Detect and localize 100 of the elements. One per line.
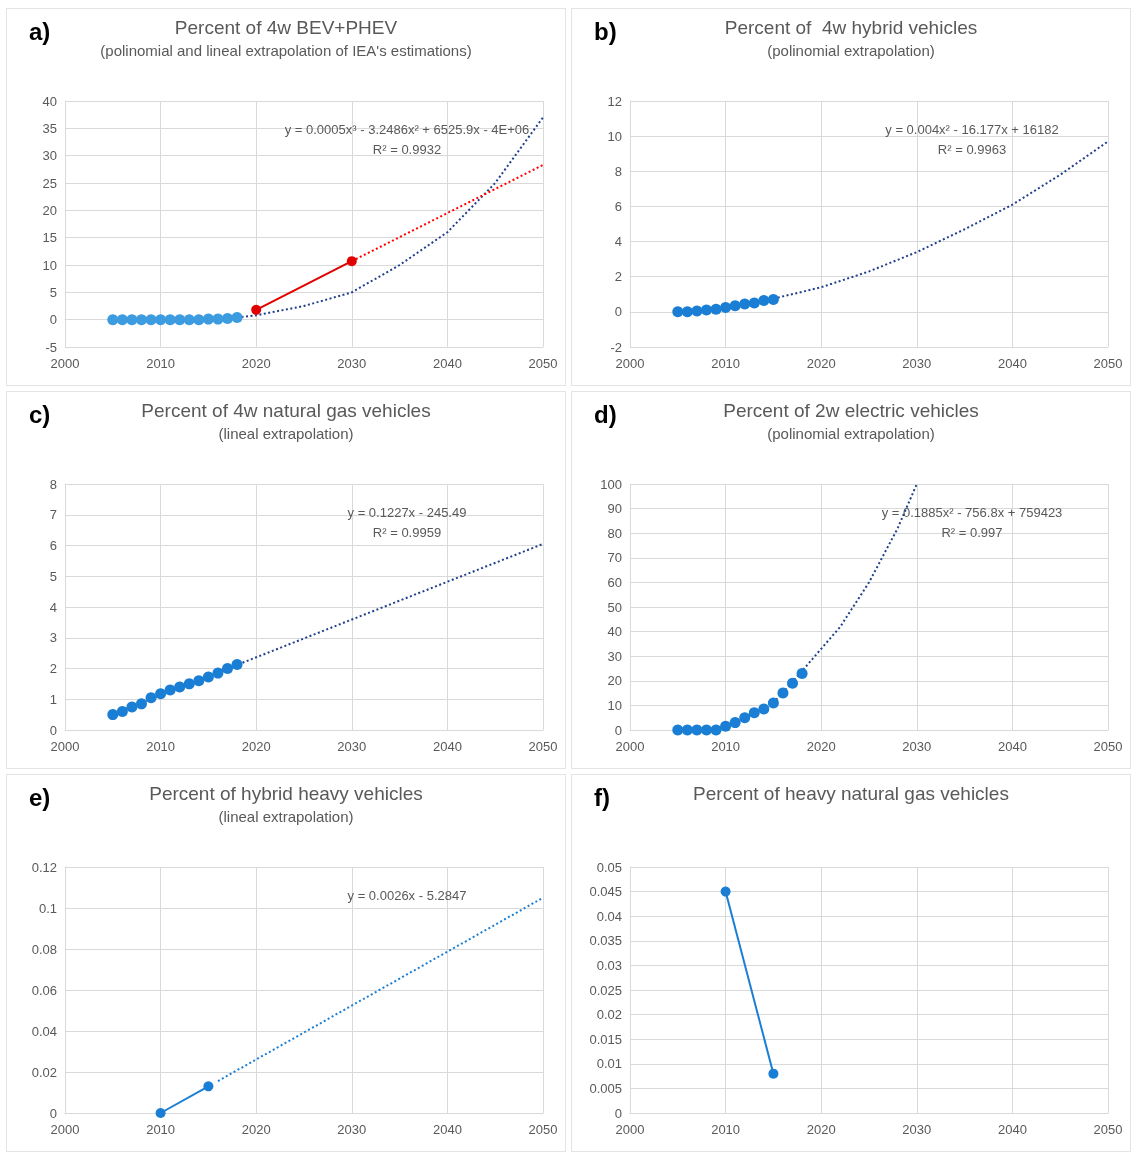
- y-tick-label: 10: [42, 257, 57, 273]
- point: [710, 724, 722, 736]
- chart-subtitle: (polinomial extrapolation): [767, 42, 935, 59]
- point: [174, 681, 186, 693]
- x-tick-label: 2030: [902, 356, 932, 371]
- point: [700, 304, 712, 316]
- annotation: y = 0.004x² - 16.177x + 16182: [885, 121, 1059, 137]
- y-tick-label: 0: [614, 304, 622, 320]
- y-tick-label: 2: [49, 661, 57, 676]
- y-tick-label: 8: [614, 163, 622, 179]
- point: [155, 688, 167, 700]
- y-tick-label: 3: [49, 630, 57, 646]
- annotation: R² = 0.9963: [937, 141, 1007, 157]
- chart-title: Percent of 2w electric vehicles: [723, 400, 979, 421]
- y-tick-label: 8: [49, 476, 57, 492]
- chart-title: Percent of 4w BEV+PHEV: [174, 17, 398, 38]
- point: [183, 678, 195, 690]
- chart-title: Percent of heavy natural gas vehicles: [693, 783, 1009, 804]
- point: [251, 304, 262, 315]
- text: d): [594, 400, 617, 428]
- x-tick-label: 2000: [615, 739, 645, 754]
- y-tick-label: 40: [607, 624, 622, 640]
- y-tick-label: 0: [49, 722, 57, 738]
- point: [720, 301, 732, 313]
- y-tick-label: 4: [49, 599, 57, 615]
- x-tick-label: 2030: [337, 739, 367, 754]
- point: [758, 703, 770, 715]
- y-tick-label: 0.015: [589, 1031, 622, 1047]
- x-tick-label: 2010: [711, 739, 741, 754]
- y-tick-label: 25: [42, 175, 57, 191]
- y-tick-label: 0.04: [596, 908, 622, 924]
- annotation: y = 0.1227x - 245.49: [347, 504, 467, 520]
- x-tick-label: 2040: [997, 1122, 1027, 1137]
- y-tick-label: 0.01: [596, 1056, 622, 1072]
- point: [155, 314, 167, 326]
- point: [193, 675, 205, 687]
- x-tick-label: 2040: [432, 356, 462, 371]
- x-tick-label: 2050: [528, 356, 558, 371]
- text: f): [594, 783, 610, 811]
- point: [767, 697, 779, 709]
- y-tick-label: 5: [49, 284, 57, 300]
- x-tick-label: 2040: [432, 739, 462, 754]
- y-tick-label: 0.005: [589, 1080, 622, 1096]
- x-tick-label: 2050: [1093, 1122, 1123, 1137]
- point: [116, 706, 128, 718]
- y-tick-label: 60: [607, 574, 622, 590]
- y-tick-label: 0.12: [31, 859, 57, 875]
- y-tick-label: 80: [607, 525, 622, 541]
- text: c): [29, 400, 51, 428]
- point: [202, 313, 214, 325]
- y-tick-label: 7: [49, 507, 57, 523]
- point: [222, 313, 234, 325]
- annotation: y = 0.1885x² - 756.8x + 759423: [881, 504, 1063, 520]
- y-tick-label: 1: [49, 691, 57, 707]
- chart-title: Percent of 4w hybrid vehicles: [724, 17, 978, 38]
- point: [796, 667, 808, 679]
- y-tick-label: 30: [607, 648, 622, 664]
- y-tick-label: 10: [607, 128, 622, 144]
- x-tick-label: 2030: [902, 739, 932, 754]
- point: [758, 294, 770, 306]
- y-tick-label: 0.06: [31, 982, 57, 998]
- point: [710, 303, 722, 315]
- y-tick-label: 0.035: [589, 933, 622, 949]
- x-tick-label: 2020: [806, 1122, 836, 1137]
- x-tick-label: 2000: [50, 739, 80, 754]
- y-tick-label: 0.04: [31, 1023, 57, 1039]
- y-tick-label: 0: [49, 312, 57, 328]
- chart-title: Percent of hybrid heavy vehicles: [149, 783, 423, 804]
- y-tick-label: 0.045: [589, 884, 622, 900]
- x-tick-label: 2020: [806, 739, 836, 754]
- point: [700, 724, 712, 736]
- annotation: y = 0.0026x - 5.2847: [347, 887, 467, 903]
- point: [346, 256, 357, 267]
- y-tick-label: 0.05: [596, 859, 622, 875]
- point: [231, 659, 243, 670]
- y-tick-label: 0.02: [596, 1007, 622, 1023]
- y-tick-label: 0: [614, 722, 622, 738]
- x-tick-label: 2050: [528, 739, 558, 754]
- point: [748, 297, 760, 309]
- y-tick-label: 6: [49, 538, 57, 553]
- x-tick-label: 2050: [528, 1122, 558, 1137]
- point: [135, 698, 147, 710]
- point: [183, 314, 195, 326]
- y-tick-label: 5: [49, 568, 57, 584]
- x-tick-label: 2050: [1093, 739, 1123, 754]
- x-tick-label: 2010: [146, 356, 176, 371]
- point: [767, 294, 779, 306]
- y-tick-label: 4: [614, 234, 622, 250]
- point: [787, 677, 799, 689]
- point: [107, 709, 119, 721]
- text: a): [29, 17, 51, 45]
- y-tick-label: 20: [607, 673, 622, 689]
- point: [164, 314, 176, 326]
- point: [681, 724, 693, 736]
- point: [681, 306, 693, 318]
- point: [145, 692, 157, 704]
- point: [748, 707, 760, 719]
- x-tick-label: 2040: [997, 739, 1027, 754]
- y-tick-label: 0: [49, 1105, 57, 1121]
- x-tick-label: 2010: [146, 1122, 176, 1137]
